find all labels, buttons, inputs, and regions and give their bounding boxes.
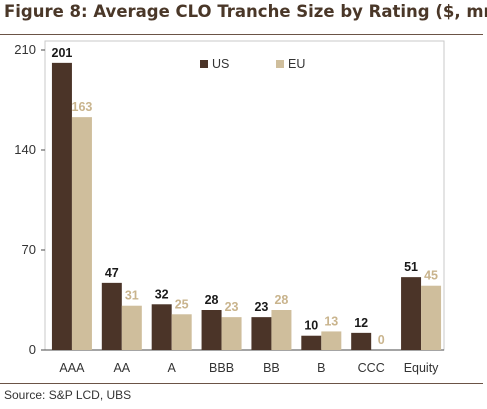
data-label-eu-aaa: 163 [72, 100, 93, 114]
bar-eu-bb [271, 310, 292, 350]
x-tick-label: BBB [209, 361, 234, 375]
bar-eu-aaa [71, 117, 92, 351]
bar-eu-aa [121, 305, 142, 350]
y-tick-label: 140 [14, 142, 36, 157]
x-tick-label: CCC [358, 361, 385, 375]
bar-us-bb [251, 317, 272, 350]
data-label-eu-ccc: 0 [378, 333, 385, 347]
y-tick-label: 210 [14, 42, 36, 57]
data-label-us-aa: 47 [105, 266, 119, 280]
bar-us-a [151, 304, 172, 350]
title-divider [0, 34, 483, 35]
bar-eu-b [321, 331, 342, 350]
data-label-us-bb: 23 [254, 300, 268, 314]
bar-eu-equity [421, 285, 442, 350]
bar-us-equity [401, 277, 422, 350]
data-label-eu-b: 13 [324, 314, 338, 328]
bar-us-b [301, 335, 322, 350]
bar-us-ccc [351, 332, 372, 350]
data-label-eu-equity: 45 [424, 269, 438, 283]
legend-swatch-us [200, 60, 208, 68]
source-note: Source: S&P LCD, UBS [4, 388, 132, 402]
data-label-eu-bb: 28 [274, 293, 288, 307]
data-label-eu-a: 25 [175, 297, 189, 311]
y-tick-label: 0 [29, 342, 36, 357]
data-label-us-equity: 51 [404, 260, 418, 274]
x-tick-label: AAA [59, 361, 85, 375]
y-tick-label: 70 [22, 242, 36, 257]
x-tick-label: B [317, 361, 325, 375]
bar-us-aaa [51, 62, 72, 350]
data-label-us-ccc: 12 [354, 316, 368, 330]
source-divider [0, 383, 483, 384]
x-tick-label: A [168, 361, 177, 375]
legend-label-us: US [212, 57, 229, 71]
bar-us-aa [101, 282, 122, 350]
bar-us-bbb [201, 310, 222, 350]
data-label-us-bbb: 28 [205, 293, 219, 307]
bar-eu-bbb [221, 317, 242, 350]
x-tick-label: BB [263, 361, 280, 375]
bar-eu-a [171, 314, 192, 350]
legend-swatch-eu [276, 60, 284, 68]
data-label-eu-aa: 31 [125, 289, 139, 303]
x-tick-label: Equity [404, 361, 439, 375]
x-tick-label: AA [113, 361, 130, 375]
data-label-us-aaa: 201 [52, 46, 73, 60]
data-label-us-b: 10 [304, 319, 318, 333]
data-label-eu-bbb: 23 [225, 300, 239, 314]
chart-title: Figure 8: Average CLO Tranche Size by Ra… [4, 2, 487, 21]
legend-label-eu: EU [288, 57, 305, 71]
data-label-us-a: 32 [155, 287, 169, 301]
